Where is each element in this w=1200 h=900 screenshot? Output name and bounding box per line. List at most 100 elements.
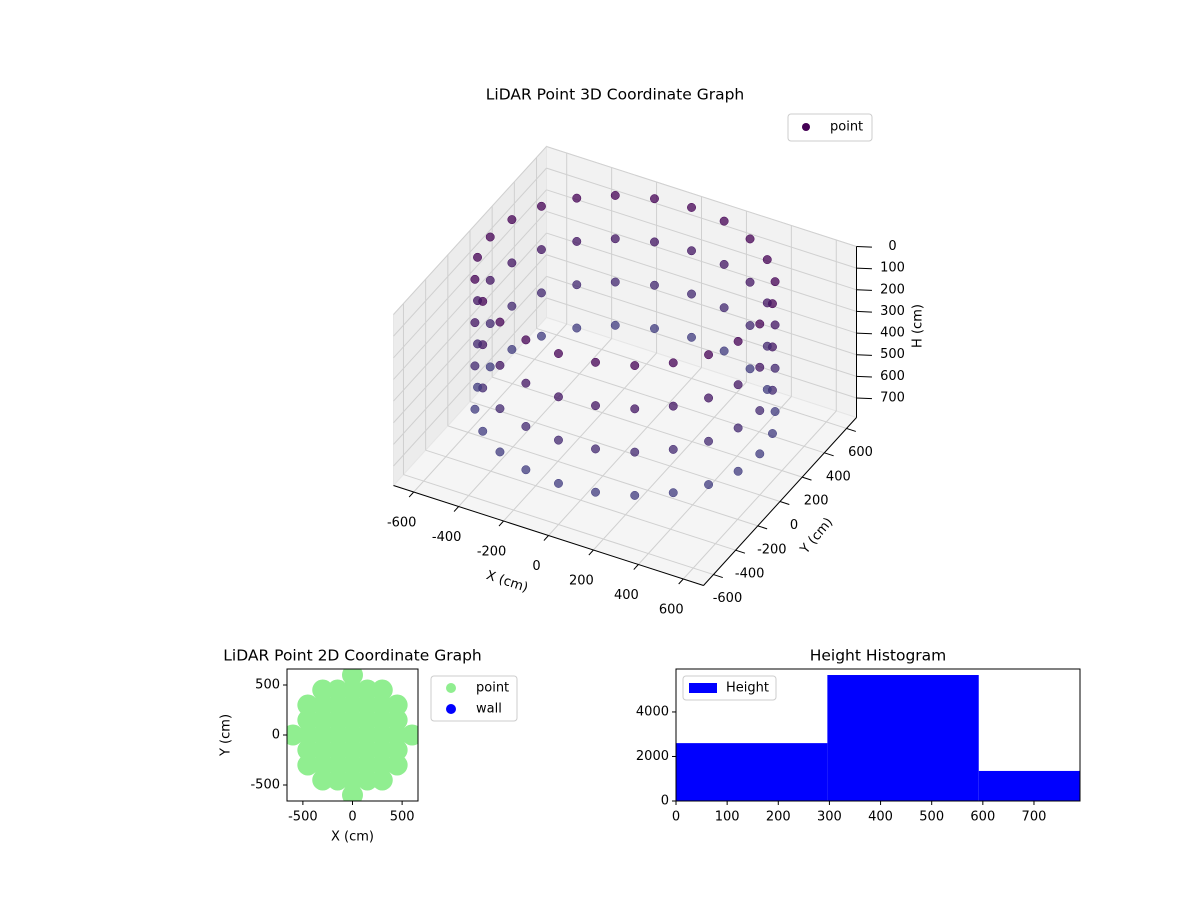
point xyxy=(536,201,546,211)
point xyxy=(473,339,482,349)
x-tick-label: 200 xyxy=(766,810,791,825)
point xyxy=(470,274,480,284)
z-tick-label: 500 xyxy=(880,347,905,362)
plot-area xyxy=(676,675,1080,801)
point xyxy=(342,709,363,731)
point xyxy=(507,301,517,311)
point xyxy=(536,331,546,341)
legend-label: Height xyxy=(726,681,769,696)
x-tick-label: -400 xyxy=(432,530,462,545)
point xyxy=(371,724,393,746)
chart-title: LiDAR Point 3D Coordinate Graph xyxy=(486,86,744,104)
point xyxy=(762,298,772,308)
point xyxy=(327,754,349,776)
point xyxy=(401,724,418,746)
z-tick-label: 200 xyxy=(880,282,905,297)
point xyxy=(485,362,495,372)
point xyxy=(297,754,319,776)
x-tick-label: 600 xyxy=(659,602,684,617)
grid-line xyxy=(393,211,547,380)
y-tick-label: -500 xyxy=(250,778,280,793)
point xyxy=(312,709,334,731)
z-axis-label: H (cm) xyxy=(911,304,926,348)
point xyxy=(495,447,505,457)
point xyxy=(371,769,393,791)
x-tick-label: 0 xyxy=(348,810,356,825)
point xyxy=(327,694,349,716)
point xyxy=(554,392,563,402)
point xyxy=(554,435,563,445)
point xyxy=(312,694,334,716)
point xyxy=(327,709,349,731)
point xyxy=(762,385,772,394)
point xyxy=(762,341,772,351)
grid-line xyxy=(546,232,857,334)
grid-line xyxy=(393,276,547,445)
tick-mark xyxy=(713,574,723,579)
point xyxy=(507,215,517,225)
legend-box xyxy=(787,113,873,142)
y-tick-label: 600 xyxy=(848,445,873,460)
y-tick-label: 0 xyxy=(790,518,798,533)
tick-mark xyxy=(678,578,684,585)
x-tick-label: 200 xyxy=(569,573,594,588)
y-tick-label: 0 xyxy=(272,728,280,743)
point xyxy=(342,694,363,716)
point xyxy=(521,422,531,431)
point xyxy=(473,382,482,392)
point xyxy=(485,275,495,285)
point xyxy=(687,203,696,212)
y-tick-label: -400 xyxy=(735,567,765,582)
point xyxy=(755,319,765,329)
grid-line xyxy=(393,297,547,467)
y-tick-label: -200 xyxy=(757,542,787,557)
z-tick-label: 600 xyxy=(880,369,905,384)
point xyxy=(770,320,780,330)
point xyxy=(591,357,600,367)
grid-line xyxy=(425,449,736,551)
point xyxy=(521,335,531,345)
x-tick-label: 0 xyxy=(532,559,540,574)
point xyxy=(495,317,505,327)
point xyxy=(342,724,363,746)
legend-marker xyxy=(446,704,456,714)
point xyxy=(297,739,319,761)
legend-label: wall xyxy=(476,702,502,717)
point xyxy=(356,724,378,746)
point xyxy=(770,277,780,287)
point xyxy=(755,362,765,372)
grid-line xyxy=(546,146,857,247)
point xyxy=(719,216,729,226)
point xyxy=(485,232,495,242)
tick-mark xyxy=(735,549,746,554)
point xyxy=(768,429,777,438)
point xyxy=(668,488,678,498)
point xyxy=(755,406,765,416)
point xyxy=(554,478,563,488)
grid-line xyxy=(393,167,547,337)
grid-line xyxy=(546,275,857,377)
point xyxy=(745,234,755,244)
legend-marker xyxy=(446,683,456,693)
point xyxy=(610,277,620,287)
tick-mark xyxy=(856,246,872,248)
point xyxy=(630,404,640,414)
point xyxy=(327,724,349,746)
point xyxy=(650,237,659,247)
point xyxy=(668,358,678,368)
grid-line xyxy=(546,189,857,291)
point xyxy=(687,289,696,299)
z-tick-label: 0 xyxy=(888,239,896,254)
point xyxy=(327,739,349,761)
point xyxy=(591,401,600,411)
tick-mark xyxy=(856,310,872,313)
legend-marker xyxy=(802,123,810,131)
point xyxy=(473,252,482,262)
point xyxy=(572,323,582,333)
y-axis xyxy=(703,417,857,586)
point xyxy=(610,191,620,200)
y-tick-label: 200 xyxy=(804,494,829,509)
legend-box xyxy=(682,675,777,701)
point xyxy=(770,363,780,373)
